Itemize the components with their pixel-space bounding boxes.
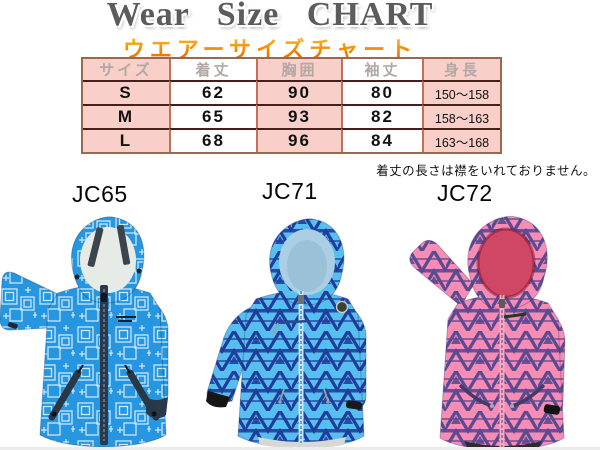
jacket-label-jc71: JC71 xyxy=(262,178,318,204)
cell-s-height: 150～158 xyxy=(422,80,500,104)
cell-m-chest: 93 xyxy=(256,104,341,128)
cell-l-chest: 96 xyxy=(256,128,341,152)
column-header-chest: 胸囲 xyxy=(256,59,341,80)
column-header-size: サイズ xyxy=(83,59,169,80)
cell-m-size: M xyxy=(83,104,169,128)
column-header-height: 身長 xyxy=(422,59,500,80)
cell-m-height: 158～163 xyxy=(422,104,500,128)
column-header-length: 着丈 xyxy=(169,59,256,80)
cell-s-sleeve: 80 xyxy=(341,80,422,104)
cell-s-length: 62 xyxy=(169,80,256,104)
jacket-photo-jc72 xyxy=(409,215,566,450)
bottom-edge-strip xyxy=(0,447,600,450)
cell-s-size: S xyxy=(83,80,169,104)
collar-note: 着丈の長さは襟をいれておりません。 xyxy=(376,164,596,178)
jacket-label-jc65: JC65 xyxy=(72,181,128,207)
column-header-sleeve: 袖丈 xyxy=(341,59,422,80)
cell-l-sleeve: 84 xyxy=(341,128,422,152)
jacket-photo-jc71 xyxy=(206,218,367,449)
cell-m-sleeve: 82 xyxy=(341,104,422,128)
cell-s-chest: 90 xyxy=(256,80,341,104)
jacket-label-jc72: JC72 xyxy=(437,180,493,206)
size-chart-table: サイズ 着丈 胸囲 袖丈 身長 S 62 90 80 150～158 M 65 … xyxy=(81,57,502,154)
cell-l-length: 68 xyxy=(169,128,256,152)
cell-l-size: L xyxy=(83,128,169,152)
cell-m-length: 65 xyxy=(169,104,256,128)
jacket-photo-jc65 xyxy=(0,216,169,448)
page-title: Wear Size CHART xyxy=(106,0,434,33)
cell-l-height: 163～168 xyxy=(422,128,500,152)
